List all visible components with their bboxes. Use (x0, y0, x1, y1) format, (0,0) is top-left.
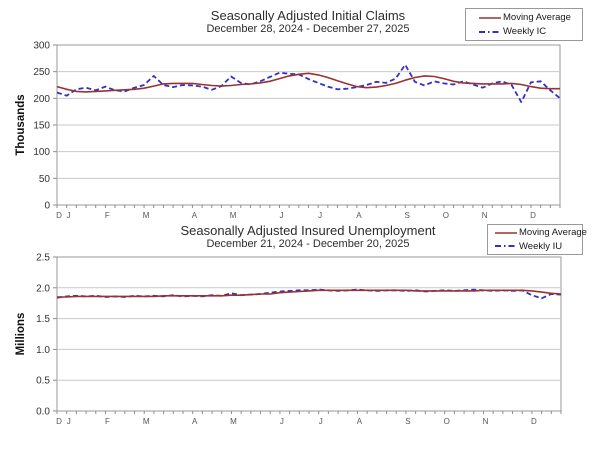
legend-label-moving-average: Moving Average (519, 227, 587, 239)
month-tick-label: J (319, 417, 323, 426)
y-tick-label: 300 (33, 41, 50, 52)
month-tick-label: S (405, 417, 410, 426)
month-tick-label: M (143, 417, 150, 426)
month-tick-label: A (192, 417, 198, 426)
y-tick-label: 2.5 (36, 253, 50, 264)
month-tick-label: F (105, 417, 110, 426)
month-tick-label: A (357, 417, 363, 426)
month-tick-label: J (279, 211, 283, 220)
legend-item-moving-average: Moving Average (488, 227, 587, 238)
month-tick-label: J (280, 417, 284, 426)
month-tick-label: D (531, 417, 537, 426)
y-tick-label: 100 (33, 147, 50, 158)
month-tick-label: J (318, 211, 322, 220)
y-tick-label: 0 (44, 201, 50, 212)
legend-item-moving-average: Moving Average (466, 12, 582, 23)
y-axis-title-thousands: Thousands (15, 94, 27, 156)
legend-label-weekly-iu: Weekly IU (519, 240, 563, 252)
y-tick-label: 1.0 (36, 345, 50, 356)
month-tick-label: A (192, 211, 198, 220)
month-tick-label: A (356, 211, 362, 220)
y-tick-label: 50 (39, 174, 51, 185)
series-moving-average (56, 72, 560, 93)
plot-area (56, 256, 562, 412)
y-tick-label: 2.0 (36, 283, 50, 294)
month-tick-label: O (444, 417, 450, 426)
month-tick-label: N (483, 417, 489, 426)
weekly-iu-line-icon (495, 245, 517, 248)
y-tick-label: 0.0 (36, 407, 50, 418)
initial-claims-legend: Moving Average Weekly IC (465, 8, 583, 41)
month-tick-label: O (443, 211, 449, 220)
y-tick-label: 1.5 (36, 314, 50, 325)
moving-average-line-icon (495, 232, 517, 234)
month-tick-label: M (230, 211, 237, 220)
series-moving-average (57, 289, 562, 298)
month-tick-label: M (143, 211, 150, 220)
month-tick-label: D (56, 417, 62, 426)
month-tick-label: F (105, 211, 110, 220)
insured-unemployment-legend: Moving Average Weekly IU (487, 224, 587, 255)
month-tick-label: D (530, 211, 536, 220)
month-tick-label: S (405, 211, 410, 220)
moving-average-line-icon (479, 16, 501, 19)
y-tick-label: 200 (33, 94, 50, 105)
y-tick-label: 250 (33, 67, 50, 78)
month-tick-label: D (56, 211, 62, 220)
month-tick-label: J (67, 211, 71, 220)
legend-item-weekly-iu: Weekly IU (488, 241, 582, 252)
month-tick-label: J (67, 417, 71, 426)
legend-item-weekly-ic: Weekly IC (466, 26, 582, 37)
legend-label-moving-average: Moving Average (503, 12, 571, 23)
series-weekly-ic (56, 63, 561, 103)
month-tick-label: M (230, 417, 237, 426)
y-tick-label: 0.5 (36, 376, 50, 387)
weekly-ic-line-icon (479, 30, 501, 33)
legend-label-weekly-ic: Weekly IC (503, 26, 547, 37)
y-tick-label: 150 (33, 121, 50, 132)
month-tick-label: N (482, 211, 488, 220)
y-axis-title-millions: Millions (15, 312, 27, 356)
